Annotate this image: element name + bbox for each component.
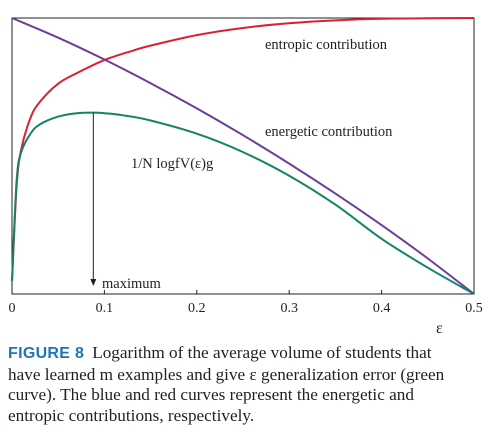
series-layer xyxy=(11,17,475,295)
x-tick-label-1: 0.1 xyxy=(96,301,114,316)
caption-label: FIGURE 8 xyxy=(8,345,85,362)
x-tick-label-4: 0.4 xyxy=(373,301,391,316)
x-tick-label-5: 0.5 xyxy=(465,301,483,316)
series-line-2 xyxy=(11,17,475,295)
caption-line-1: Logarithm of the average volume of stude… xyxy=(92,343,432,362)
annotation-energetic: energetic contribution xyxy=(265,124,393,140)
caption-line-2: have learned m examples and give ε gener… xyxy=(8,364,445,384)
x-tick-label-3: 0.3 xyxy=(280,301,298,316)
plot-frame xyxy=(11,17,475,295)
caption-line-3: curve). The blue and red curves represen… xyxy=(8,385,414,404)
chart-plot: 0 0.1 0.2 0.3 0.4 0.5 entropic contribution e… xyxy=(9,17,483,337)
series-line-3 xyxy=(11,111,475,295)
caption-line-4: entropic contributions, respectively. xyxy=(8,405,255,425)
x-tick-label-0: 0 xyxy=(9,301,16,316)
series-line-1 xyxy=(11,17,475,281)
x-tick-label-2: 0.2 xyxy=(188,301,206,316)
annotation-entropic: entropic contribution xyxy=(265,37,388,53)
x-axis-label: ε xyxy=(436,320,443,337)
annotation-maximum: maximum xyxy=(102,276,162,292)
tick-layer: 0 0.1 0.2 0.3 0.4 0.5 xyxy=(9,290,483,316)
annotation-green-curve: 1/N logfV(ε)g xyxy=(131,156,213,172)
figure-caption: FIGURE 8 Logarithm of the average volume … xyxy=(8,343,494,426)
maximum-arrow-head xyxy=(90,279,97,286)
